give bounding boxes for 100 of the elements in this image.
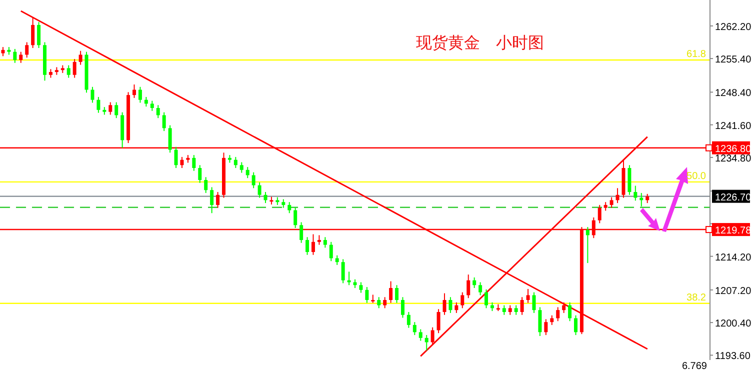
candlestick xyxy=(31,17,35,48)
ref-line-label: 1219.78 xyxy=(715,226,752,237)
candlestick xyxy=(430,326,434,346)
candlestick xyxy=(329,241,333,262)
candlestick xyxy=(628,164,632,196)
candlestick xyxy=(526,288,530,304)
candlestick xyxy=(562,302,566,314)
candlestick xyxy=(383,296,387,309)
candlestick xyxy=(66,64,70,78)
text: 现货黄金 小时图 xyxy=(416,34,544,52)
y-tick-label: 1207.20 xyxy=(715,286,752,297)
candlestick xyxy=(114,102,118,119)
candlestick xyxy=(204,176,208,194)
candlestick xyxy=(1,46,5,57)
candlestick xyxy=(108,102,112,116)
candlestick xyxy=(460,292,464,309)
candlestick xyxy=(335,254,339,266)
candlestick xyxy=(478,282,482,296)
candlestick xyxy=(484,288,488,309)
candlestick xyxy=(646,193,650,204)
text: 6.769 xyxy=(682,361,708,371)
candlestick xyxy=(514,304,518,316)
candlestick xyxy=(300,222,304,244)
candlestick xyxy=(550,314,554,326)
candlestick xyxy=(13,48,17,64)
candlestick xyxy=(192,154,196,172)
annotation: 38.2 xyxy=(686,292,706,304)
candlestick xyxy=(168,124,172,154)
candlestick xyxy=(252,172,256,189)
candlestick xyxy=(311,234,315,256)
candlestick xyxy=(466,274,470,299)
candlestick xyxy=(442,292,446,316)
candlestick xyxy=(568,302,572,322)
y-tick-label: 1200.40 xyxy=(715,318,752,330)
candlestick xyxy=(72,58,76,78)
annotation: 61.8 xyxy=(686,49,706,60)
candlestick xyxy=(19,51,23,64)
candlestick xyxy=(556,306,560,322)
candlestick xyxy=(96,96,100,114)
candlestick xyxy=(389,280,393,304)
candlestick xyxy=(246,166,250,179)
candlestick xyxy=(323,236,327,248)
candlestick xyxy=(144,96,148,108)
candlestick xyxy=(132,84,136,98)
candlestick xyxy=(306,236,310,256)
candlestick xyxy=(174,146,178,168)
y-tick-label: 1248.40 xyxy=(715,88,752,100)
ref-line-label: 1236.80 xyxy=(715,144,752,155)
candlestick xyxy=(78,50,82,66)
y-tick-label: 1234.80 xyxy=(715,153,752,164)
candlestick xyxy=(162,112,166,132)
candlestick xyxy=(424,334,428,351)
candlestick xyxy=(180,156,184,168)
y-tick-label: 1214.20 xyxy=(715,252,752,264)
candlestick xyxy=(532,292,536,314)
candlestick xyxy=(138,86,142,104)
candlestick xyxy=(37,22,41,48)
candlestick xyxy=(341,258,345,284)
candlestick xyxy=(377,296,381,309)
candlestick xyxy=(258,182,262,198)
candlestick xyxy=(365,286,369,304)
candlestick xyxy=(264,192,268,204)
candlestick xyxy=(412,322,416,336)
candlestick xyxy=(359,282,363,294)
ref-line-label: 1226.70 xyxy=(715,192,752,204)
candlestick xyxy=(406,312,410,328)
candlestick xyxy=(472,276,476,288)
y-tick-label: 1241.60 xyxy=(715,120,752,132)
y-tick-label: 1255.40 xyxy=(715,54,752,66)
candlestick xyxy=(616,188,620,204)
candlestick xyxy=(574,314,578,336)
y-tick-label: 1262.20 xyxy=(715,22,752,33)
candlestick xyxy=(156,104,160,119)
candlestick xyxy=(294,206,298,228)
candlestick xyxy=(520,296,524,316)
candlestick xyxy=(538,306,542,336)
candlestick xyxy=(436,308,440,334)
candlestick xyxy=(508,304,512,316)
candlestick xyxy=(544,318,548,336)
candlestick xyxy=(210,186,214,214)
candlestick xyxy=(25,42,29,58)
y-tick-label: 1193.60 xyxy=(715,351,751,362)
candlestick xyxy=(198,164,202,184)
candlestick xyxy=(216,192,220,208)
candlestick xyxy=(240,162,244,174)
candlestick xyxy=(586,226,590,264)
candlestick xyxy=(317,234,321,246)
candlestick xyxy=(502,304,506,316)
candlestick xyxy=(90,86,94,104)
candlestick xyxy=(288,202,292,214)
candlestick xyxy=(610,196,614,208)
candlestick xyxy=(400,296,404,318)
candlestick xyxy=(448,296,452,314)
candlestick xyxy=(418,328,422,342)
candlestick xyxy=(150,100,154,112)
candlestick xyxy=(598,204,602,224)
candlestick xyxy=(234,156,238,168)
candlestick xyxy=(395,284,399,304)
candlestick xyxy=(634,185,638,202)
candlestick xyxy=(454,302,458,314)
